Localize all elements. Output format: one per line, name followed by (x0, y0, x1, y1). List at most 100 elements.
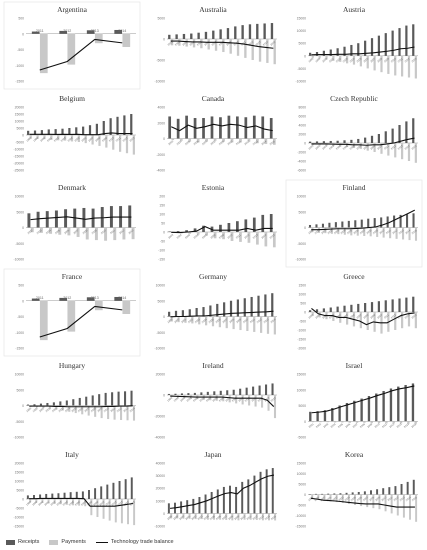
panel-title: Hungary (59, 361, 85, 370)
y-tick-label: 15000 (297, 17, 307, 21)
payments-bar (35, 499, 38, 503)
y-tick-label: -1500 (297, 338, 306, 342)
receipts-bar (168, 231, 172, 232)
payments-bar (108, 499, 111, 521)
x-tick-label: 2011 (109, 406, 116, 413)
y-tick-label: 15000 (15, 471, 25, 475)
payments-bar (363, 421, 366, 423)
y-tick-label: 5000 (298, 404, 306, 408)
y-tick-label: 500 (300, 302, 306, 306)
receipts-bar (117, 391, 120, 406)
receipts-bar (394, 486, 397, 495)
x-tick-label: 2004 (349, 56, 356, 63)
balance-line (170, 40, 274, 49)
receipts-bar (232, 389, 235, 395)
receipts-bar (27, 213, 31, 228)
x-tick-label: 2005 (73, 135, 80, 142)
y-tick-label: -15000 (13, 525, 24, 529)
x-tick-label: 2010 (100, 228, 107, 235)
y-tick-label: -1500 (15, 347, 24, 351)
x-tick-label: 2006 (192, 232, 199, 239)
receipts-bar (345, 492, 348, 495)
receipts-bar (412, 213, 415, 228)
payments-bar (401, 55, 404, 77)
payments-bar (104, 227, 108, 241)
receipts-bar (259, 471, 262, 514)
receipts-bar (351, 492, 354, 495)
x-tick-label: 2008 (227, 514, 234, 521)
x-tick-label: 2014 (260, 232, 267, 239)
y-tick-label: 5000 (298, 42, 306, 46)
balance-line (311, 137, 415, 146)
receipts-bar (388, 487, 391, 495)
x-tick-label: 2008 (81, 228, 88, 235)
receipts-bar (200, 392, 203, 395)
receipts-bar (367, 396, 371, 422)
receipts-bar (78, 397, 81, 406)
panel-title: Germany (199, 272, 227, 281)
receipts-bar (174, 310, 178, 317)
x-tick-label: 2002 (315, 422, 322, 429)
payments-bar (366, 143, 369, 151)
x-tick-label: 2009 (96, 406, 103, 413)
x-tick-label: 2005 (209, 514, 216, 521)
receipts-bar (174, 393, 177, 395)
receipts-bar (33, 404, 36, 406)
panel-title: Greece (343, 272, 365, 281)
x-tick-label: 2013 (252, 139, 259, 146)
receipts-bar (176, 118, 180, 139)
payments-bar (96, 499, 99, 517)
receipts-bar (265, 384, 268, 395)
payments-bar (42, 405, 45, 409)
x-tick-label: 2009 (383, 56, 390, 63)
receipts-bar (382, 391, 385, 422)
y-tick-label: -2000 (297, 151, 306, 155)
receipts-bar (186, 500, 189, 514)
receipts-bar (264, 294, 267, 317)
balance-line (310, 497, 415, 508)
x-tick-label: 2012 (392, 495, 399, 502)
payments-bar (261, 513, 264, 521)
x-tick-label: 2007 (211, 39, 218, 46)
receipts-bar (339, 493, 342, 495)
x-tick-label: 2013 (263, 317, 270, 324)
payments-bar (311, 421, 315, 423)
receipts-bar (219, 117, 222, 139)
panel-denmark: Denmark -10000 -5000 0 5000 10000 2002 2003 2004… (13, 183, 136, 262)
payments-bar (107, 405, 110, 420)
y-tick-label: 0 (163, 394, 165, 398)
receipts-bar (350, 44, 353, 56)
receipts-bar (343, 140, 346, 143)
payments-bar (246, 316, 249, 331)
x-tick-label: 1999 (314, 56, 321, 63)
payments-bar (311, 312, 314, 316)
payments-bar (319, 421, 322, 423)
receipts-bar (376, 489, 379, 495)
receipts-bar (239, 388, 242, 395)
receipts-bar (219, 29, 222, 39)
payments-bar (194, 513, 197, 520)
panel-title: Israel (346, 361, 363, 370)
legend-swatch-receipts (6, 539, 15, 545)
payments-bar (325, 55, 328, 60)
x-tick-label: 2008 (376, 56, 383, 63)
receipts-bar (384, 33, 387, 56)
y-tick-label: -5000 (297, 504, 306, 508)
y-tick-label: 6000 (298, 115, 306, 119)
y-tick-label: 10000 (15, 480, 25, 484)
x-tick-label: 2015 (411, 228, 418, 235)
payments-bar (392, 421, 395, 424)
receipts-bar (204, 31, 208, 39)
receipts-bar (389, 388, 393, 422)
panel-korea: Korea -15000 -10000 -5000 0 5000 10000 15000 199… (295, 450, 418, 529)
x-tick-label: 2012 (390, 143, 397, 150)
payments-bar (114, 499, 117, 523)
payments-bar (330, 227, 333, 234)
x-tick-label: 2012 (63, 296, 71, 300)
payments-bar (65, 499, 68, 505)
payments-bar (58, 227, 62, 235)
payments-bar (170, 316, 173, 322)
y-tick-label: -40000 (154, 436, 165, 440)
receipts-bar (45, 211, 49, 228)
